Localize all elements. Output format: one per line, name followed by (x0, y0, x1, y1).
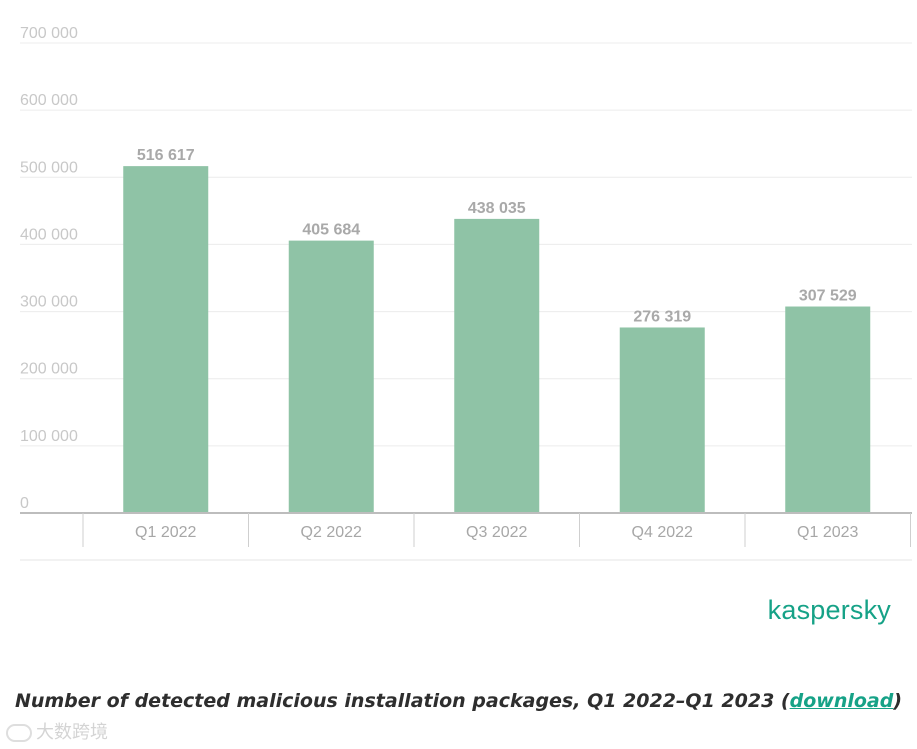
y-tick-label: 0 (20, 495, 29, 512)
bar-chart: 0 100 000 200 000 300 000 400 000 500 000 600 … (20, 25, 912, 561)
bar (123, 166, 209, 513)
x-tick-label: Q1 2022 (135, 524, 196, 541)
bar (454, 218, 540, 513)
y-tick-label: 700 000 (20, 25, 78, 42)
bar (785, 306, 871, 513)
y-tick-label: 200 000 (20, 361, 78, 378)
x-tick-label: Q4 2022 (632, 524, 693, 541)
bar (619, 327, 705, 513)
data-label: 307 529 (799, 288, 857, 305)
y-tick-label: 100 000 (20, 428, 78, 445)
caption-close: ) (893, 690, 903, 712)
watermark-text: 大数跨境 (36, 722, 108, 743)
data-label: 438 035 (468, 200, 526, 217)
data-labels: 516 617 405 684 438 035 276 319 307 529 (137, 147, 857, 325)
y-tick-label: 300 000 (20, 294, 78, 311)
watermark: 大数跨境 (6, 718, 108, 744)
chart-caption: Number of detected malicious installatio… (0, 690, 917, 712)
caption-text: Number of detected malicious installatio… (14, 690, 790, 712)
data-label: 276 319 (633, 308, 691, 325)
data-label: 516 617 (137, 147, 195, 164)
x-tick-label: Q2 2022 (301, 524, 362, 541)
y-axis-ticks: 0 100 000 200 000 300 000 400 000 500 000 600 … (20, 25, 78, 512)
y-tick-label: 500 000 (20, 159, 78, 176)
data-label: 405 684 (302, 222, 360, 239)
bar (288, 240, 374, 513)
x-tick-label: Q3 2022 (466, 524, 527, 541)
bars (123, 166, 871, 513)
x-tick-label: Q1 2023 (797, 524, 858, 541)
y-tick-label: 600 000 (20, 92, 78, 109)
x-axis: Q1 2022 Q2 2022 Q3 2022 Q4 2022 Q1 2023 (20, 512, 912, 561)
kaspersky-logo: kaspersky (767, 595, 891, 625)
download-link[interactable]: download (789, 690, 894, 712)
y-tick-label: 400 000 (20, 226, 78, 243)
watermark-icon (6, 724, 32, 742)
